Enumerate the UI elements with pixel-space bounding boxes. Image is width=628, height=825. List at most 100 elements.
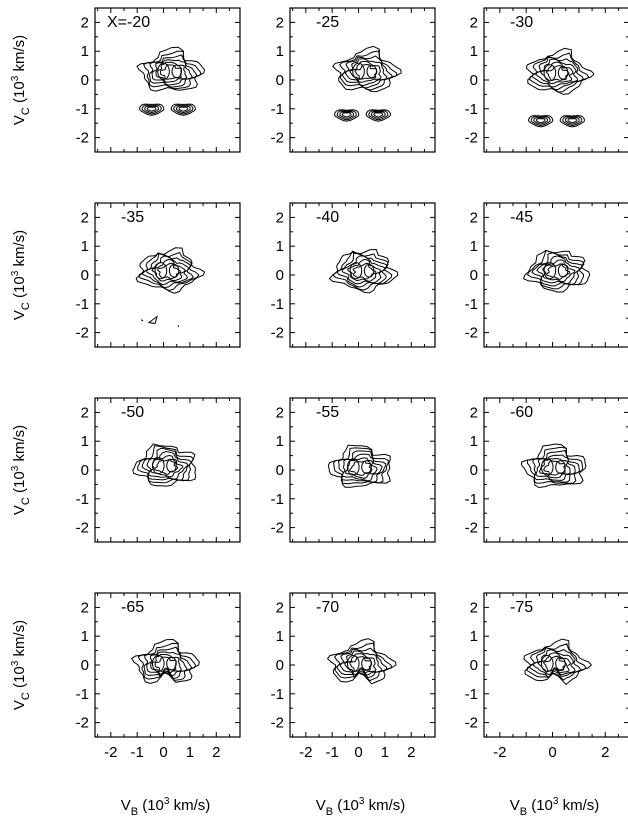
- contour-lobe: [141, 104, 162, 115]
- contour-line: [526, 643, 587, 681]
- ytick-label: 0: [470, 72, 478, 89]
- contour-core: [361, 656, 372, 671]
- panel-frame: [289, 202, 436, 348]
- contour-lobe: [527, 115, 554, 128]
- ytick-label: 1: [81, 628, 89, 645]
- ytick-label: 2: [470, 14, 478, 31]
- contour-line: [150, 454, 184, 478]
- ytick-label: 1: [81, 433, 89, 450]
- ytick-label: 0: [276, 267, 284, 284]
- ytick-label: -2: [465, 130, 478, 147]
- contour-line: [336, 647, 388, 679]
- contour-line: [141, 447, 192, 481]
- contour-core: [540, 458, 554, 476]
- contour-line: [345, 457, 378, 479]
- contour-core: [543, 64, 557, 82]
- panel-8: 2 1 0 -1 -2 -55: [271, 397, 436, 543]
- xtick-label: 2: [212, 744, 220, 761]
- xtick-label: 0: [159, 744, 167, 761]
- panel-label: -60: [510, 404, 533, 421]
- ytick-label: -2: [76, 130, 89, 147]
- y-axis-label: VC (103 km/s): [10, 230, 32, 320]
- ytick-label: 1: [81, 238, 89, 255]
- contour-core: [543, 262, 557, 280]
- contour-group: [327, 444, 391, 488]
- contour-line: [336, 252, 388, 288]
- contour-line: [151, 258, 186, 282]
- contour-line: [146, 255, 190, 286]
- contour-group: [132, 443, 197, 487]
- contour-line: [520, 443, 587, 489]
- ytick-label: 0: [81, 657, 89, 674]
- contour-lobe: [535, 118, 546, 124]
- panel-label: -30: [510, 14, 533, 31]
- ytick-label: -2: [271, 520, 284, 537]
- panel-frame: [289, 7, 436, 153]
- ytick-label: 2: [81, 404, 89, 421]
- contour-core: [166, 458, 177, 473]
- contour-lobe: [564, 117, 580, 125]
- contour-group: [136, 46, 206, 116]
- panel-10: 2 1 0 -1 -2 -2 -1 0 1 2 -65: [76, 592, 241, 761]
- contour-line: [538, 458, 571, 479]
- contour-lobe: [336, 110, 357, 121]
- contour-lobe: [341, 112, 352, 118]
- contour-line: [341, 55, 393, 89]
- ytick-label: -2: [271, 325, 284, 342]
- xtick-label: -1: [326, 744, 339, 761]
- ytick-label: -2: [271, 130, 284, 147]
- contour-core: [166, 656, 177, 671]
- ytick-label: 1: [470, 238, 478, 255]
- panel-frame: [483, 7, 628, 153]
- ytick-label: -1: [465, 296, 478, 313]
- contour-line: [153, 458, 179, 475]
- contour-line: [142, 253, 194, 289]
- contour-core: [557, 263, 569, 278]
- contour-core: [171, 64, 182, 79]
- panel-label: -45: [510, 209, 533, 226]
- panel-frame: [94, 592, 241, 738]
- contour-line: [148, 54, 198, 88]
- contour-group: [131, 638, 200, 684]
- xtick-label: 1: [186, 744, 194, 761]
- ytick-label: 2: [276, 404, 284, 421]
- ytick-label: 1: [276, 628, 284, 645]
- x-axis-label: VB (103 km/s): [121, 796, 211, 818]
- contour-line: [529, 52, 590, 93]
- contour-group: [525, 47, 595, 128]
- contour-core: [366, 64, 377, 79]
- contour-group: [520, 443, 587, 489]
- ytick-label: 2: [470, 209, 478, 226]
- ytick-label: 1: [276, 433, 284, 450]
- ytick-label: -1: [271, 101, 284, 118]
- panel-label: -35: [121, 209, 144, 226]
- contour-line: [339, 650, 383, 678]
- contour-lobe: [562, 116, 583, 127]
- ytick-label: -2: [76, 715, 89, 732]
- ytick-label: -2: [465, 715, 478, 732]
- ytick-label: 0: [276, 657, 284, 674]
- contour-lobe: [173, 104, 194, 115]
- y-axis-label: VC (103 km/s): [10, 35, 32, 125]
- contour-group: [523, 638, 592, 686]
- panel-label: -70: [316, 599, 339, 616]
- contour-line: [535, 454, 576, 481]
- ytick-label: 2: [81, 209, 89, 226]
- contour-lobe: [144, 105, 160, 114]
- ytick-label: -1: [465, 491, 478, 508]
- contour-line: [341, 453, 383, 482]
- ytick-label: 0: [470, 462, 478, 479]
- y-axis-label: VC (103 km/s): [10, 425, 32, 515]
- contour-line: [344, 653, 377, 676]
- contour-lobe: [567, 118, 578, 124]
- panel-4: 2 1 0 -1 -2 -35: [76, 202, 241, 348]
- contour-core: [157, 62, 170, 80]
- xtick-label: 2: [601, 744, 609, 761]
- contour-line: [531, 252, 583, 287]
- contour-group: [332, 45, 402, 122]
- contour-speck: [177, 325, 180, 328]
- ytick-label: -1: [271, 491, 284, 508]
- contour-lobe: [333, 109, 360, 122]
- contour-speck: [140, 319, 144, 322]
- contour-line: [349, 60, 382, 83]
